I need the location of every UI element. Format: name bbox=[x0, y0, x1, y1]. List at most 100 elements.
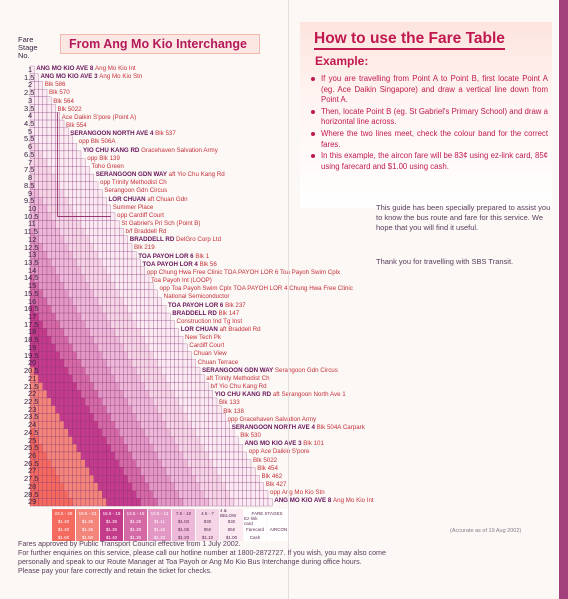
fare-cell bbox=[153, 397, 158, 406]
legend-cell: $1.30 bbox=[100, 517, 123, 525]
fare-cell bbox=[59, 127, 65, 136]
legend-cell: $1.30 bbox=[124, 525, 147, 533]
fare-cell bbox=[174, 405, 179, 414]
fare-cell bbox=[106, 413, 111, 422]
fare-cell bbox=[157, 312, 162, 321]
fare-cell bbox=[157, 444, 162, 453]
legend-cell: $1.03 bbox=[172, 517, 195, 525]
fare-cell bbox=[170, 444, 175, 453]
legend-cell: 83¢ bbox=[220, 517, 243, 525]
fare-cell bbox=[59, 158, 65, 167]
thanks-text: Thank you for travelling with SBS Transi… bbox=[376, 257, 514, 266]
road-name: TOA PAYOH LOR 6 bbox=[138, 252, 196, 260]
fare-cell bbox=[140, 397, 145, 406]
fare-cell bbox=[212, 467, 218, 476]
fare-cell bbox=[221, 498, 226, 507]
fare-cell bbox=[85, 173, 90, 182]
legend-cell: 93¢ bbox=[196, 517, 219, 525]
fare-cell bbox=[199, 490, 205, 499]
fare-cell bbox=[238, 482, 243, 491]
fare-cell bbox=[212, 405, 218, 414]
fare-cell bbox=[114, 328, 120, 337]
stop-name: Construction Ind Tg Inst bbox=[176, 317, 243, 325]
fare-cell bbox=[148, 498, 154, 507]
fare-cell bbox=[63, 143, 69, 152]
bus-stop-label: opp Blk 506A bbox=[79, 138, 116, 145]
fare-cell bbox=[199, 405, 205, 414]
fare-cell bbox=[208, 405, 213, 414]
fare-cell bbox=[136, 312, 141, 321]
fare-cell bbox=[242, 490, 247, 499]
fare-cell bbox=[187, 397, 192, 406]
fare-cell bbox=[76, 467, 82, 476]
fare-cell bbox=[97, 498, 103, 507]
fare-cell bbox=[229, 498, 235, 507]
fare-cell bbox=[85, 436, 90, 445]
fare-cell bbox=[229, 467, 235, 476]
fare-cell bbox=[123, 490, 128, 499]
fare-cell bbox=[63, 405, 69, 414]
fare-cell bbox=[102, 220, 107, 229]
fare-cell bbox=[140, 420, 145, 429]
fare-cell bbox=[72, 173, 77, 182]
fare-cell bbox=[102, 490, 107, 499]
fare-cell bbox=[199, 374, 205, 383]
fare-cell bbox=[106, 274, 111, 283]
fare-stage-number: 23 bbox=[28, 404, 37, 414]
bus-stop-label: SERANGOON GDN WAY Serangoon Gdn Circus bbox=[202, 367, 338, 374]
fare-stage-number: 28 bbox=[28, 481, 37, 491]
fare-cell bbox=[72, 166, 77, 175]
fare-cell bbox=[148, 320, 154, 329]
fare-cell bbox=[174, 451, 179, 460]
fare-cell bbox=[174, 413, 179, 422]
fare-cell bbox=[72, 428, 77, 437]
fare-cell bbox=[144, 297, 150, 306]
fare-cell bbox=[161, 498, 167, 507]
fare-cell bbox=[131, 475, 137, 484]
fare-cell bbox=[85, 189, 90, 198]
fare-cell bbox=[131, 251, 137, 260]
fare-cell bbox=[136, 482, 141, 491]
fare-cell bbox=[174, 428, 179, 437]
fare-cell bbox=[144, 328, 150, 337]
fare-cell bbox=[106, 405, 111, 414]
fare-cell bbox=[161, 312, 167, 321]
fare-cell bbox=[199, 498, 205, 507]
fare-cell bbox=[131, 336, 137, 345]
fare-cell bbox=[250, 467, 256, 476]
stop-name: opp Ang Mo Kio Stn bbox=[270, 489, 325, 497]
fare-cell bbox=[148, 359, 154, 368]
fare-cell bbox=[221, 428, 226, 437]
fare-cell bbox=[76, 197, 82, 206]
fare-cell bbox=[123, 444, 128, 453]
fare-cell bbox=[195, 397, 201, 406]
fare-cell bbox=[63, 204, 69, 213]
fare-cell bbox=[68, 490, 73, 499]
fare-cell bbox=[93, 297, 99, 306]
fare-cell bbox=[144, 359, 150, 368]
fare-cell bbox=[110, 459, 116, 468]
fare-cell bbox=[216, 498, 222, 507]
fare-cell bbox=[59, 243, 65, 252]
fare-stage-number: 27 bbox=[28, 466, 37, 476]
fare-cell bbox=[110, 436, 116, 445]
stop-name: Ang Mo Kio Int bbox=[95, 65, 136, 72]
fare-cell bbox=[204, 397, 209, 406]
fare-cell bbox=[140, 289, 145, 298]
fare-cell bbox=[187, 405, 192, 414]
bus-stop-label: BRADDELL RD Blk 147 bbox=[172, 310, 239, 317]
stop-name: Blk 237 bbox=[225, 301, 246, 309]
fare-cell bbox=[59, 328, 65, 337]
fare-cell bbox=[106, 235, 111, 244]
bus-stop-label: St Gabriel's Pri Sch (Point B) bbox=[121, 220, 200, 227]
fare-cell bbox=[119, 420, 124, 429]
fare-cell bbox=[76, 297, 82, 306]
fare-cell bbox=[153, 482, 158, 491]
instruction-list: If you are travelling from Point A to Po… bbox=[310, 74, 548, 173]
fare-cell bbox=[55, 251, 60, 260]
fare-cell bbox=[153, 366, 158, 375]
fare-cell bbox=[195, 498, 201, 507]
road-name: ANG MO KIO AVE 8 bbox=[36, 65, 96, 72]
bus-stop-label: New Tech Pk bbox=[185, 334, 221, 341]
fare-cell bbox=[89, 413, 94, 422]
